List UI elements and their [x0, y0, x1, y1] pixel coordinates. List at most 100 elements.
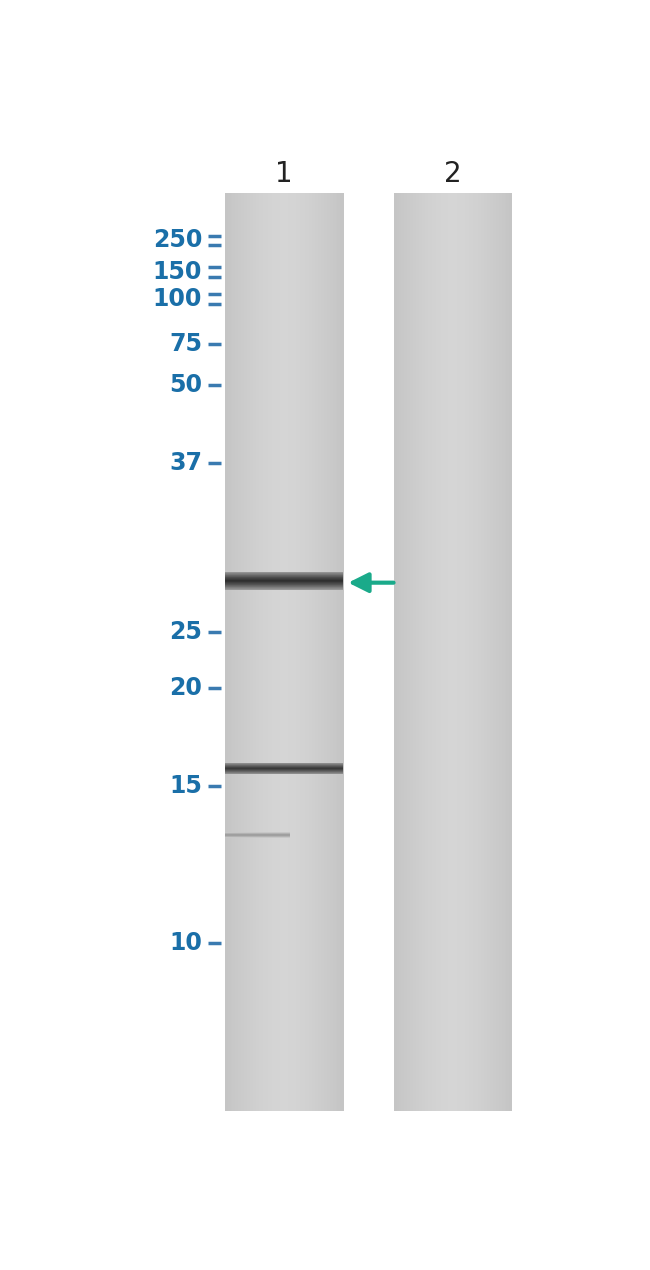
Bar: [289, 193, 291, 1111]
Bar: [241, 193, 243, 1111]
Bar: [311, 193, 313, 1111]
Bar: [410, 193, 412, 1111]
Bar: [489, 193, 492, 1111]
Bar: [268, 193, 270, 1111]
Bar: [493, 193, 495, 1111]
Bar: [342, 193, 344, 1111]
Bar: [416, 193, 418, 1111]
Bar: [257, 193, 259, 1111]
Bar: [438, 193, 440, 1111]
Text: 10: 10: [169, 931, 202, 955]
Bar: [272, 193, 274, 1111]
Bar: [457, 193, 459, 1111]
Bar: [238, 193, 240, 1111]
Bar: [491, 193, 493, 1111]
Bar: [334, 193, 336, 1111]
Bar: [435, 193, 437, 1111]
Bar: [466, 193, 468, 1111]
Bar: [471, 193, 473, 1111]
Bar: [304, 193, 306, 1111]
Bar: [247, 193, 249, 1111]
Bar: [339, 193, 341, 1111]
Bar: [283, 193, 285, 1111]
Bar: [262, 193, 264, 1111]
Bar: [254, 193, 256, 1111]
Bar: [407, 193, 409, 1111]
Bar: [275, 193, 277, 1111]
Bar: [487, 193, 489, 1111]
Bar: [309, 193, 311, 1111]
Text: 75: 75: [169, 331, 202, 356]
Bar: [486, 193, 488, 1111]
Bar: [473, 193, 475, 1111]
Bar: [320, 193, 322, 1111]
Bar: [400, 193, 402, 1111]
Bar: [463, 193, 465, 1111]
Bar: [424, 193, 426, 1111]
Bar: [244, 193, 246, 1111]
Text: 20: 20: [169, 677, 202, 700]
Bar: [497, 193, 499, 1111]
Text: 50: 50: [169, 373, 202, 398]
Text: 150: 150: [153, 259, 202, 283]
Bar: [465, 193, 467, 1111]
Bar: [297, 193, 299, 1111]
Bar: [467, 193, 469, 1111]
Bar: [269, 193, 271, 1111]
Bar: [398, 193, 400, 1111]
Bar: [475, 193, 477, 1111]
Text: 250: 250: [153, 229, 202, 253]
Bar: [448, 193, 450, 1111]
Bar: [327, 193, 329, 1111]
Bar: [451, 193, 453, 1111]
Bar: [420, 193, 423, 1111]
Bar: [508, 193, 510, 1111]
Bar: [423, 193, 425, 1111]
Bar: [454, 193, 456, 1111]
Bar: [450, 193, 452, 1111]
Bar: [253, 193, 255, 1111]
Bar: [459, 193, 461, 1111]
Bar: [509, 193, 511, 1111]
Bar: [274, 193, 276, 1111]
Bar: [265, 193, 266, 1111]
Bar: [401, 193, 403, 1111]
Bar: [426, 193, 428, 1111]
Bar: [496, 193, 498, 1111]
Bar: [261, 193, 263, 1111]
Bar: [240, 193, 242, 1111]
Bar: [332, 193, 333, 1111]
Bar: [313, 193, 316, 1111]
Bar: [234, 193, 236, 1111]
Bar: [326, 193, 328, 1111]
Bar: [419, 193, 421, 1111]
Bar: [266, 193, 268, 1111]
Bar: [302, 193, 304, 1111]
Bar: [402, 193, 404, 1111]
Bar: [278, 193, 280, 1111]
Bar: [503, 193, 505, 1111]
Bar: [287, 193, 289, 1111]
Bar: [328, 193, 330, 1111]
Bar: [277, 193, 279, 1111]
Bar: [472, 193, 474, 1111]
Text: 100: 100: [153, 287, 202, 311]
Bar: [439, 193, 441, 1111]
Bar: [226, 193, 228, 1111]
Bar: [488, 193, 490, 1111]
Bar: [408, 193, 410, 1111]
Bar: [250, 193, 252, 1111]
Bar: [299, 193, 301, 1111]
Bar: [404, 193, 406, 1111]
Bar: [291, 193, 293, 1111]
Bar: [259, 193, 261, 1111]
Bar: [411, 193, 413, 1111]
Bar: [447, 193, 449, 1111]
Bar: [432, 193, 434, 1111]
Bar: [306, 193, 308, 1111]
Bar: [413, 193, 415, 1111]
Bar: [229, 193, 231, 1111]
Bar: [300, 193, 302, 1111]
Bar: [330, 193, 332, 1111]
Bar: [445, 193, 447, 1111]
